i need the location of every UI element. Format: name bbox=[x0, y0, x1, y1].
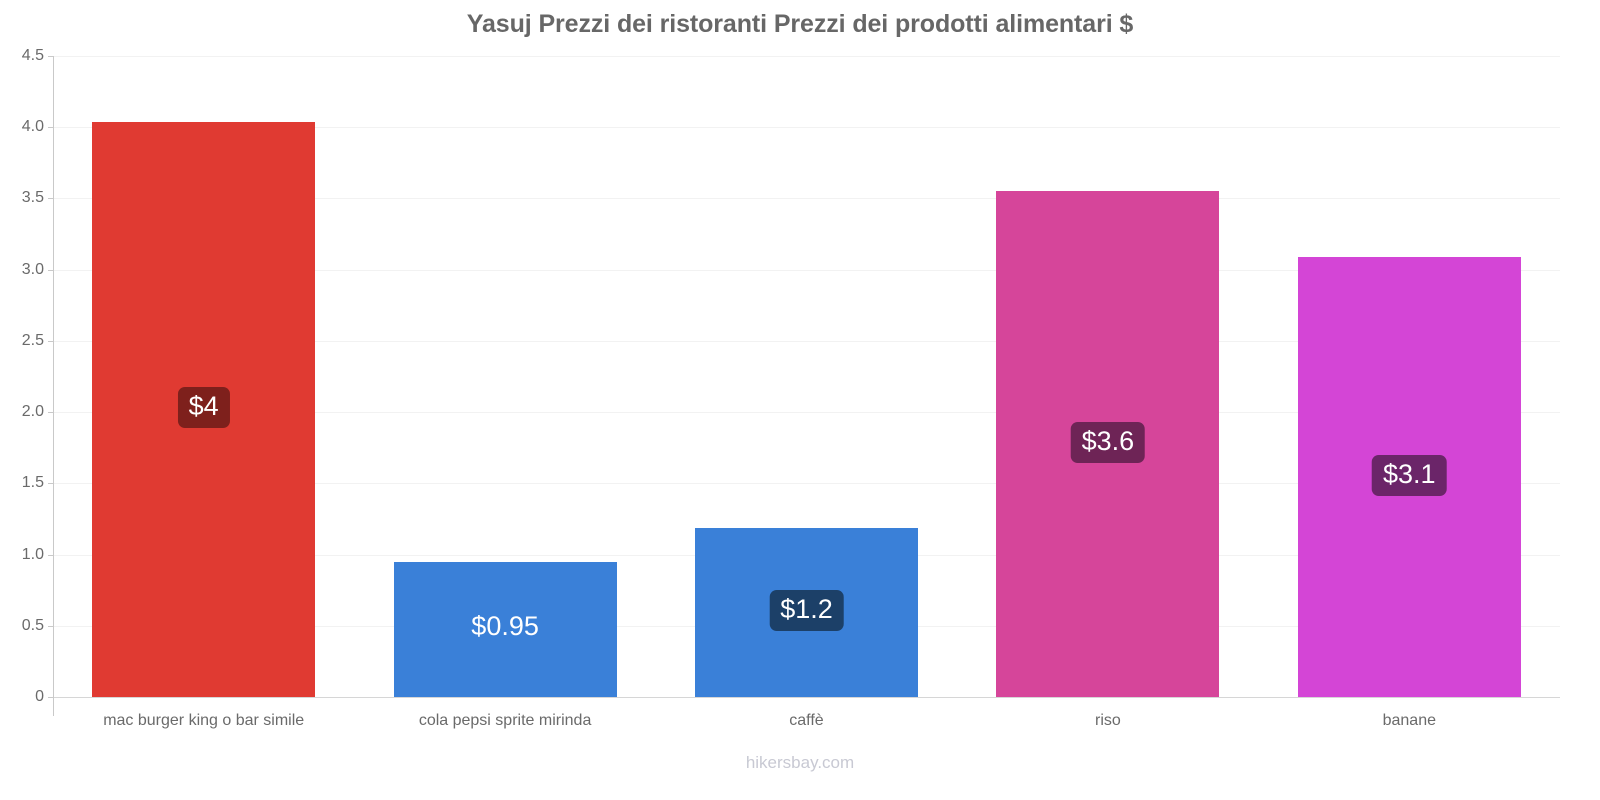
y-axis-tick-mark bbox=[48, 554, 54, 556]
bar[interactable]: $0.95 bbox=[393, 561, 617, 697]
plot-area: $4 $0.95 $1.2 $3.6 $3.1 bbox=[53, 56, 1560, 698]
y-axis-tick-label: 2.5 bbox=[21, 331, 44, 349]
x-axis-tick-label: mac burger king o bar simile bbox=[103, 712, 305, 729]
y-axis-line bbox=[53, 56, 54, 716]
y-axis-tick-mark bbox=[48, 269, 54, 271]
y-axis-tick-label: 4.5 bbox=[21, 47, 44, 64]
x-axis-tick-label: riso bbox=[1094, 712, 1121, 729]
y-axis-tick-mark bbox=[48, 412, 54, 414]
y-axis-tick-label: 1.0 bbox=[21, 545, 44, 563]
y-axis-tick-label: 3.5 bbox=[21, 189, 44, 207]
gridline bbox=[53, 412, 1560, 414]
bar-value-label: $3.6 bbox=[1070, 422, 1146, 464]
y-axis-tick-mark bbox=[48, 340, 54, 342]
bar-value-label: $4 bbox=[177, 387, 230, 429]
y-axis-tick-label: 2.0 bbox=[21, 403, 44, 421]
bar-value-label: $3.1 bbox=[1372, 454, 1447, 496]
y-axis-tick-label: 0.5 bbox=[21, 616, 44, 634]
y-axis-tick-mark bbox=[48, 483, 54, 485]
gridline bbox=[53, 127, 1560, 129]
y-axis-tick-mark bbox=[48, 625, 54, 627]
x-axis-tick-label: caffè bbox=[789, 712, 824, 729]
x-axis-tick-label: cola pepsi sprite mirinda bbox=[418, 712, 592, 729]
y-axis-tick-label: 1.5 bbox=[21, 474, 44, 492]
bar[interactable]: $3.1 bbox=[1297, 256, 1521, 697]
y-axis-tick-mark bbox=[48, 198, 54, 200]
y-axis-tick-label: 3.0 bbox=[21, 260, 44, 278]
gridline bbox=[53, 483, 1560, 485]
footer-credit: hikersbay.com bbox=[745, 753, 855, 772]
bar[interactable]: $4 bbox=[92, 121, 316, 697]
y-axis-tick-mark bbox=[48, 697, 54, 698]
gridline bbox=[53, 340, 1560, 342]
y-axis-tick-mark bbox=[48, 56, 54, 57]
y-axis-tick-mark bbox=[48, 127, 54, 129]
gridline bbox=[53, 697, 1560, 698]
bar-value-label: $1.2 bbox=[769, 590, 844, 632]
bar[interactable]: $3.6 bbox=[996, 191, 1220, 697]
gridline bbox=[53, 56, 1560, 57]
chart-title: Yasuj Prezzi dei ristoranti Prezzi dei p… bbox=[466, 10, 1134, 38]
bar-value-label: $0.95 bbox=[471, 611, 539, 642]
x-axis-tick-label: banane bbox=[1382, 712, 1436, 729]
bar[interactable]: $1.2 bbox=[695, 527, 918, 697]
y-axis-tick-label: 4.0 bbox=[21, 118, 44, 136]
gridline bbox=[53, 198, 1560, 200]
y-axis-tick-label: 0 bbox=[35, 688, 44, 705]
gridline bbox=[53, 269, 1560, 271]
